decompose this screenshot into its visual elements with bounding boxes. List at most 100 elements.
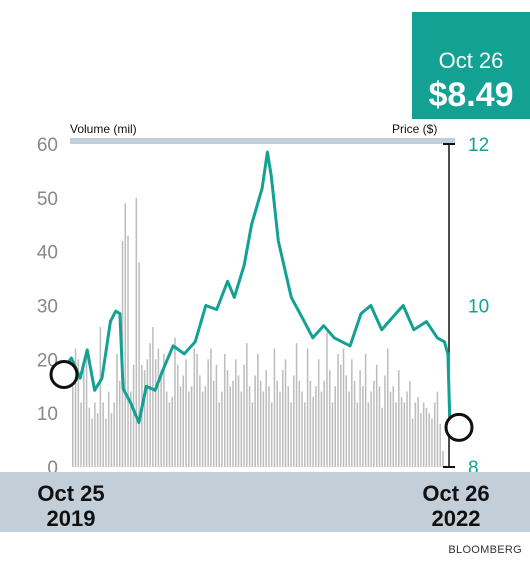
volume-bar	[259, 380, 262, 467]
volume-bar	[295, 343, 298, 467]
volume-bars	[72, 197, 444, 467]
left-axis-title: Volume (mil)	[70, 122, 137, 136]
volume-bar	[105, 418, 107, 467]
volume-bar	[96, 413, 99, 467]
volume-bar	[116, 353, 118, 467]
volume-bar	[199, 375, 201, 467]
volume-bar	[204, 386, 207, 467]
volume-bar	[210, 348, 212, 467]
volume-bar	[351, 359, 353, 467]
volume-bar	[174, 337, 176, 467]
volume-bar	[290, 402, 292, 467]
volume-bar	[320, 391, 323, 467]
volume-bar	[265, 370, 267, 467]
volume-bar	[268, 386, 270, 467]
volume-bar	[334, 386, 336, 467]
volume-bar	[304, 402, 306, 467]
volume-bar	[188, 391, 190, 467]
volume-bar	[422, 402, 425, 467]
volume-bar	[251, 402, 254, 467]
volume-bar	[99, 327, 102, 467]
volume-bar	[381, 407, 383, 467]
left-tick-label: 10	[37, 404, 58, 425]
volume-bar	[110, 413, 113, 467]
volume-bar	[417, 397, 419, 467]
volume-bar	[248, 386, 251, 467]
volume-bar	[337, 353, 339, 467]
volume-bar	[442, 450, 444, 467]
volume-bar	[323, 380, 325, 467]
volume-bar	[91, 418, 93, 467]
volume-bar	[83, 364, 85, 467]
volume-bar	[74, 348, 77, 467]
volume-bar	[171, 397, 173, 467]
volume-bar	[356, 402, 359, 467]
volume-bar	[301, 391, 303, 467]
volume-bar	[378, 386, 381, 467]
volume-bar	[141, 364, 143, 467]
volume-bar	[400, 397, 403, 467]
volume-bar	[428, 413, 430, 467]
x-end-date: Oct 26	[422, 481, 490, 506]
start-price-marker	[49, 360, 79, 389]
volume-bar	[85, 353, 88, 467]
volume-bar	[331, 402, 334, 467]
volume-bar	[254, 375, 256, 467]
volume-bar	[138, 262, 140, 467]
volume-bar	[212, 380, 215, 467]
volume-bar	[207, 359, 209, 467]
volume-bar	[135, 197, 138, 467]
volume-bar	[433, 402, 436, 467]
volume-bar	[218, 402, 220, 467]
volume-bar	[287, 386, 290, 467]
left-tick-label: 0	[47, 458, 58, 479]
volume-bar	[72, 386, 74, 467]
volume-bar	[281, 370, 284, 467]
left-tick-label: 60	[37, 135, 58, 156]
volume-bar	[215, 364, 218, 467]
volume-bar	[293, 375, 295, 467]
volume-bar	[406, 391, 408, 467]
right-tick-label: 8	[468, 458, 479, 479]
volume-bar	[425, 407, 428, 467]
volume-bar	[342, 348, 345, 467]
top-axis-bar	[70, 138, 455, 144]
end-price-marker	[444, 412, 474, 442]
volume-bar	[193, 348, 196, 467]
x-start-label: Oct 25 2019	[30, 481, 112, 531]
volume-bar	[221, 391, 223, 467]
volume-bar	[246, 343, 248, 467]
volume-bar	[370, 391, 372, 467]
volume-bar	[315, 386, 317, 467]
volume-bar	[328, 370, 331, 467]
x-axis-band	[0, 472, 530, 532]
volume-bar	[362, 386, 364, 467]
volume-bar	[389, 391, 392, 467]
volume-bar	[182, 375, 185, 467]
right-axis-title: Price ($)	[392, 122, 438, 136]
volume-bar	[345, 375, 348, 467]
volume-bar	[107, 391, 110, 467]
volume-bar	[270, 402, 273, 467]
volume-bar	[284, 359, 287, 467]
volume-bar	[326, 332, 328, 467]
volume-bar	[160, 370, 162, 467]
volume-bar	[414, 402, 417, 467]
volume-bar	[179, 386, 182, 467]
x-end-year: 2022	[431, 506, 481, 531]
volume-bar	[392, 386, 395, 467]
volume-bar	[165, 391, 168, 467]
volume-bar	[102, 402, 104, 467]
volume-bar	[80, 402, 82, 467]
volume-bar	[403, 402, 406, 467]
price-line	[62, 150, 452, 428]
volume-bar	[88, 407, 91, 467]
volume-bar	[367, 402, 370, 467]
volume-bar	[132, 364, 135, 467]
volume-bar	[94, 402, 96, 467]
volume-bar	[196, 353, 198, 467]
volume-bar	[152, 327, 154, 467]
volume-bar	[124, 203, 127, 467]
volume-bar	[309, 380, 312, 467]
x-end-label: Oct 26 2022	[415, 481, 497, 531]
